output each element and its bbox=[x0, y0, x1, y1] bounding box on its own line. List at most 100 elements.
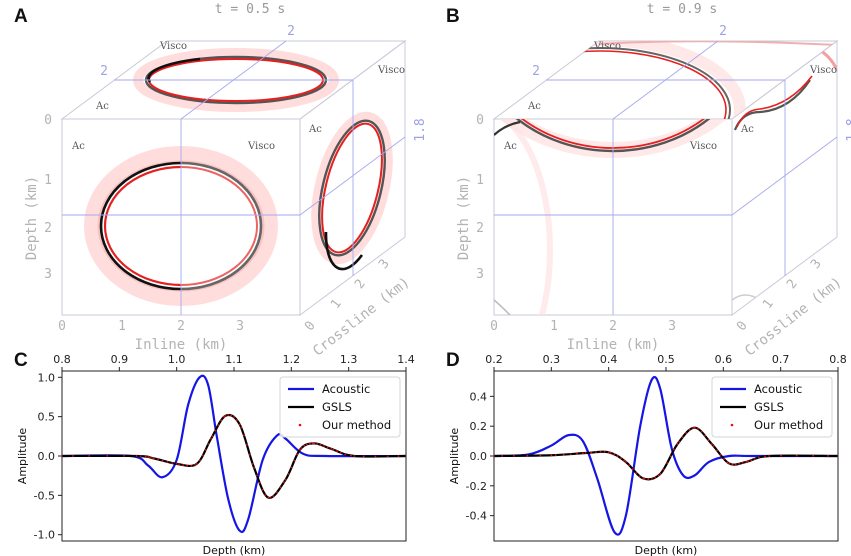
panel-d-xtick-label-0: 0.2 bbox=[485, 353, 503, 366]
panel-c-xtick-label-3: 1.1 bbox=[225, 353, 243, 366]
panel-d-series-our-method-point-86 bbox=[692, 427, 694, 429]
panel-c-series-our-method-point-72 bbox=[233, 416, 235, 418]
cube-a-guide-label-side: 1.8 bbox=[413, 118, 428, 141]
panel-c-series-our-method-point-34 bbox=[177, 463, 180, 466]
panel-c-series-our-method-point-122 bbox=[300, 447, 303, 449]
panel-c-series-our-method-point-68 bbox=[227, 414, 230, 416]
panel-d-series-our-method-point-34 bbox=[609, 451, 612, 454]
panel-c-series-our-method-point-148 bbox=[339, 451, 342, 454]
panel-c-series-our-method-point-44 bbox=[195, 462, 198, 465]
panel-d-series-our-method-point-88 bbox=[693, 426, 696, 429]
panel-d-series-our-method-point-42 bbox=[623, 459, 626, 462]
cube-b-side-visco-label: Visco bbox=[809, 65, 837, 76]
panel-d-series-our-method-point-80 bbox=[681, 436, 684, 439]
panel-c-series-our-method-point-74 bbox=[235, 419, 238, 421]
panel-d-series-our-method-point-118 bbox=[741, 461, 744, 464]
panel-c-series-our-method-point-86 bbox=[251, 462, 254, 465]
panel-d-series-our-method-point-14 bbox=[562, 453, 565, 456]
panel-c-ytick-label-2: 0.0 bbox=[38, 450, 56, 463]
panel-c-series-our-method-point-26 bbox=[161, 459, 164, 462]
panel-d-xtick-label-3: 0.5 bbox=[657, 353, 675, 366]
panel-d-series-our-method-point-48 bbox=[631, 468, 634, 470]
panel-c-series-our-method-point-84 bbox=[248, 453, 251, 456]
panel-c-series-our-method-point-66 bbox=[224, 414, 227, 417]
cube-a-side-ac-label: Ac bbox=[308, 124, 322, 135]
panel-d-xtick-label-6: 0.8 bbox=[829, 353, 847, 366]
panel-d-series-our-method-point-82 bbox=[685, 432, 687, 434]
panel-d-series-our-method-point-32 bbox=[607, 451, 610, 454]
panel-c-series-our-method-point-100 bbox=[269, 497, 271, 499]
panel-d-series-our-method-point-112 bbox=[731, 463, 734, 466]
panel-d-series-our-method-point-74 bbox=[673, 448, 675, 451]
panel-d-series-our-method-point-40 bbox=[619, 457, 622, 460]
panel-c-series-our-method-point-114 bbox=[290, 466, 293, 469]
panel-c-series-our-method-point-104 bbox=[276, 491, 278, 494]
panel-d-xaxis-title: Depth (km) bbox=[635, 544, 698, 556]
panel-d-ytick-label-0: 0.4 bbox=[470, 390, 488, 403]
panel-c-series-our-method-point-14 bbox=[144, 455, 147, 458]
panel-d-series-our-method-point-96 bbox=[707, 439, 710, 441]
panel-c-xtick-label-2: 1.0 bbox=[168, 353, 186, 366]
panel-c-series-our-method-point-80 bbox=[243, 434, 245, 437]
panel-d-series-our-method-point-18 bbox=[576, 452, 578, 455]
panel-c-series-our-method-point-40 bbox=[190, 465, 193, 467]
panel-c-legend-entry-acoustic-label: Acoustic bbox=[322, 382, 370, 396]
panel-d-series-our-method-point-54 bbox=[642, 477, 644, 480]
panel-c-series-our-method-point-78 bbox=[240, 426, 243, 429]
panel-d-legend-entry-our-method-marker bbox=[730, 423, 734, 427]
panel-d-series-our-method-point-98 bbox=[710, 443, 713, 445]
cube-b-front-visco-label: Visco bbox=[689, 141, 717, 152]
panel-c-series-our-method-point-2 bbox=[72, 455, 74, 457]
panel-c-series-our-method-point-106 bbox=[279, 486, 282, 489]
panel-c-series-our-method-point-152 bbox=[350, 454, 352, 457]
panel-c-series-our-method-point-94 bbox=[261, 488, 264, 491]
panel-d-xtick-label-2: 0.4 bbox=[600, 353, 618, 366]
cube-a-depth-tick-2: 2 bbox=[44, 221, 52, 236]
panel-c-series-our-method-point-112 bbox=[287, 473, 290, 475]
panel-c-series-our-method-point-4 bbox=[88, 454, 91, 457]
cube-a-front-ac-label: Ac bbox=[71, 141, 85, 152]
panel-d-series-our-method-point-140 bbox=[827, 455, 829, 457]
panel-d-series-our-method-point-126 bbox=[753, 457, 756, 460]
cube-a-inline-title: Inline (km) bbox=[135, 337, 228, 353]
cube-a-depth-tick-3: 3 bbox=[44, 267, 52, 282]
panel-d-series-our-method-point-16 bbox=[569, 453, 572, 456]
panel-c-series-our-method-point-130 bbox=[311, 442, 314, 445]
panel-c-series-our-method-point-140 bbox=[326, 446, 329, 449]
cube-b-depth-tick-3: 3 bbox=[476, 267, 484, 282]
cube-a-inline-tick-1: 1 bbox=[118, 319, 126, 334]
panel-d-series-acoustic-line bbox=[494, 375, 838, 536]
panel-c-series-acoustic-line bbox=[62, 374, 406, 534]
panel-d-series-our-method-point-132 bbox=[768, 455, 771, 457]
panel-d-series-our-method-point-84 bbox=[688, 428, 691, 431]
panel-c-series-our-method-point-30 bbox=[171, 462, 174, 464]
panel-c-series-our-method-point-28 bbox=[166, 461, 169, 463]
panel-c-series-our-method-point-126 bbox=[306, 443, 308, 446]
cube-b-guide-label-top-left: 2 bbox=[532, 64, 540, 79]
panel-d-series-our-method-point-124 bbox=[750, 459, 753, 462]
panel-d-series-our-method-point-130 bbox=[764, 455, 766, 458]
cube-a-crossline-tick-2: 2 bbox=[352, 277, 369, 292]
panel-d-series-our-method-point-136 bbox=[795, 454, 798, 457]
panel-d-series-our-method-point-10 bbox=[550, 454, 553, 457]
panel-c-series-our-method-point-64 bbox=[223, 415, 225, 418]
panel-c-series-our-method-point-60 bbox=[217, 424, 220, 427]
cube-a-inline-tick-3: 3 bbox=[236, 319, 244, 334]
panel-d-series-our-method-point-92 bbox=[700, 430, 703, 433]
panel-c-series-our-method-point-162 bbox=[397, 455, 400, 458]
panel-c-xtick-label-4: 1.2 bbox=[283, 353, 301, 366]
cube-b-crossline-tick-2: 2 bbox=[784, 277, 801, 292]
panel-d-legend-box bbox=[711, 376, 833, 438]
panel-c-xtick-label-6: 1.4 bbox=[397, 353, 415, 366]
panel-c-series-our-method-point-98 bbox=[267, 496, 270, 499]
panel-c-series-our-method-point-158 bbox=[374, 455, 377, 458]
panel-d-series-our-method-point-8 bbox=[539, 454, 542, 457]
panel-c-series-our-method-point-142 bbox=[330, 448, 333, 450]
panel-b-time-title: t = 0.9 s bbox=[647, 2, 717, 17]
panel-c-series-our-method-point-10 bbox=[135, 455, 138, 457]
cube-b-inline-tick-0: 0 bbox=[490, 319, 498, 334]
panel-d-series-our-method-point-94 bbox=[704, 434, 706, 437]
panel-c-series-our-method-point-146 bbox=[336, 450, 338, 453]
cube-a-top-ac-label: Ac bbox=[95, 101, 109, 112]
panel-c-series-our-method-point-6 bbox=[106, 454, 109, 457]
